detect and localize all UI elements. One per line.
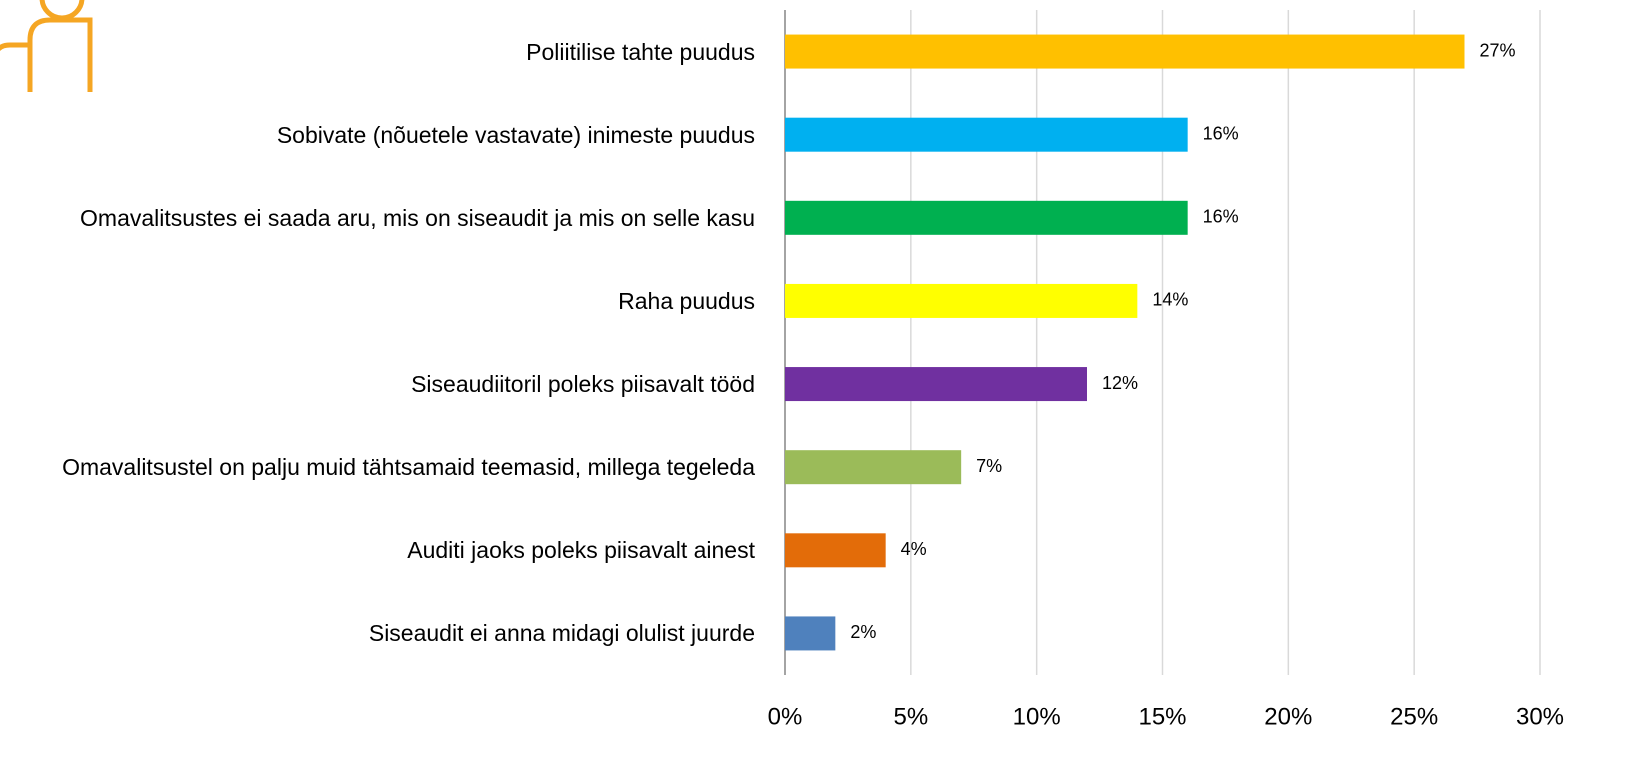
category-label: Auditi jaoks poleks piisavalt ainest	[0, 535, 755, 565]
bar	[785, 367, 1087, 402]
category-text: Poliitilise tahte puudus	[526, 38, 755, 65]
category-label: Raha puudus	[0, 286, 755, 316]
category-label: Siseaudit ei anna midagi olulist juurde	[0, 618, 755, 648]
bar	[785, 450, 962, 485]
logo	[0, 0, 93, 92]
x-tick-label: 5%	[893, 703, 928, 730]
value-label: 4%	[901, 539, 927, 559]
value-label: 12%	[1102, 373, 1138, 393]
bar	[785, 533, 886, 568]
bar	[785, 283, 1138, 318]
bar	[785, 117, 1188, 152]
x-tick-label: 15%	[1138, 703, 1186, 730]
value-label: 16%	[1203, 123, 1239, 143]
category-text: Omavalitsustes ei saada aru, mis on sise…	[80, 204, 755, 231]
category-label: Sobivate (nõuetele vastavate) inimeste p…	[0, 120, 755, 150]
x-tick-label: 25%	[1390, 703, 1438, 730]
x-tick-label: 20%	[1264, 703, 1312, 730]
category-text: Sobivate (nõuetele vastavate) inimeste p…	[276, 121, 755, 148]
value-label: 14%	[1152, 290, 1188, 310]
bar	[785, 34, 1465, 69]
value-label: 7%	[976, 456, 1002, 476]
category-text: Siseaudit ei anna midagi olulist juurde	[368, 620, 755, 647]
category-label: Omavalitsustel on palju muid tähtsamaid …	[0, 452, 755, 482]
category-text: Omavalitsustel on palju muid tähtsamaid …	[62, 454, 755, 481]
value-label: 27%	[1480, 40, 1516, 60]
value-label: 16%	[1203, 207, 1239, 227]
category-text: Raha puudus	[618, 287, 755, 314]
category-text: Siseaudiitoril poleks piisavalt tööd	[411, 371, 755, 398]
bar	[785, 616, 836, 651]
category-text: Auditi jaoks poleks piisavalt ainest	[407, 537, 755, 564]
x-tick-label: 0%	[768, 703, 803, 730]
value-label: 2%	[850, 622, 876, 642]
x-tick-label: 30%	[1516, 703, 1564, 730]
x-tick-label: 10%	[1013, 703, 1061, 730]
bar	[785, 200, 1188, 235]
category-label: Siseaudiitoril poleks piisavalt tööd	[0, 369, 755, 399]
category-label: Omavalitsustes ei saada aru, mis on sise…	[0, 203, 755, 233]
category-label: Poliitilise tahte puudus	[0, 37, 755, 67]
